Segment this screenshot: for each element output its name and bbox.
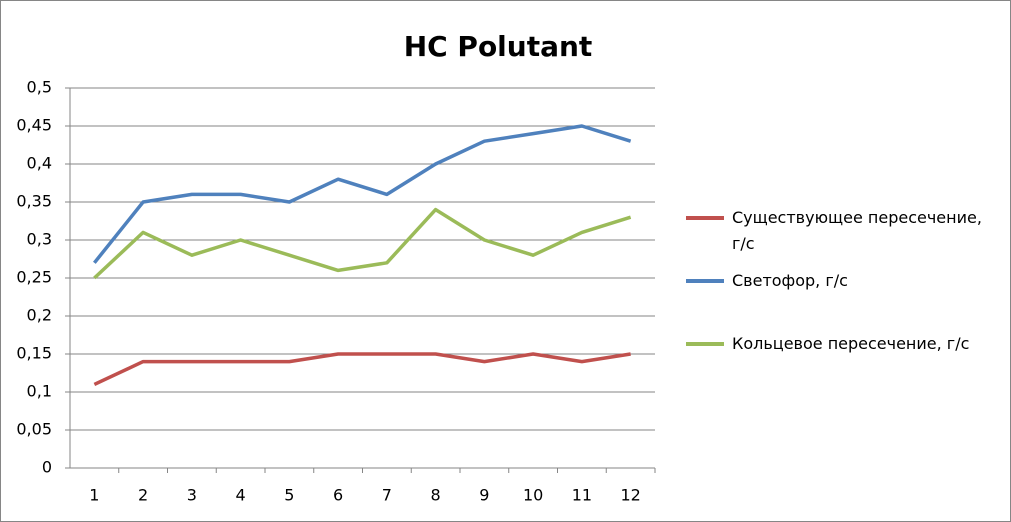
x-tick-label: 6 [333,486,343,505]
y-tick-label: 0,4 [27,154,52,173]
x-tick-label: 9 [479,486,489,505]
y-tick-label: 0,05 [16,420,52,439]
y-tick-label: 0,1 [27,382,52,401]
y-tick-label: 0,35 [16,192,52,211]
x-tick-label: 7 [382,486,392,505]
x-tick-label: 12 [620,486,640,505]
y-tick-label: 0,5 [27,78,52,97]
legend-swatch [686,342,724,346]
x-tick-label: 8 [431,486,441,505]
y-tick-label: 0,3 [27,230,52,249]
x-tick-label: 1 [89,486,99,505]
chart-title: HC Polutant [404,30,593,63]
x-tick-label: 3 [187,486,197,505]
y-tick-label: 0,25 [16,268,52,287]
legend-swatch [686,216,724,220]
x-tick-label: 11 [572,486,592,505]
y-tick-label: 0 [42,458,52,477]
x-tick-label: 2 [138,486,148,505]
legend-item: Кольцевое пересечение, г/с [686,331,996,357]
y-tick-label: 0,2 [27,306,52,325]
x-tick-label: 4 [236,486,246,505]
y-tick-label: 0,45 [16,116,52,135]
x-tick-label: 5 [284,486,294,505]
series-line [93,124,632,264]
legend-label: Существующее пересечение, г/с [732,208,982,253]
y-tick-label: 0,15 [16,344,52,363]
legend-swatch [686,279,724,283]
x-tick-label: 10 [523,486,543,505]
series-line [93,207,632,280]
legend-label: Светофор, г/с [732,271,848,290]
series-line [93,352,631,386]
legend-item: Светофор, г/с [686,268,996,294]
legend-label: Кольцевое пересечение, г/с [732,334,970,353]
legend-item: Существующее пересечение, г/с [686,205,996,257]
